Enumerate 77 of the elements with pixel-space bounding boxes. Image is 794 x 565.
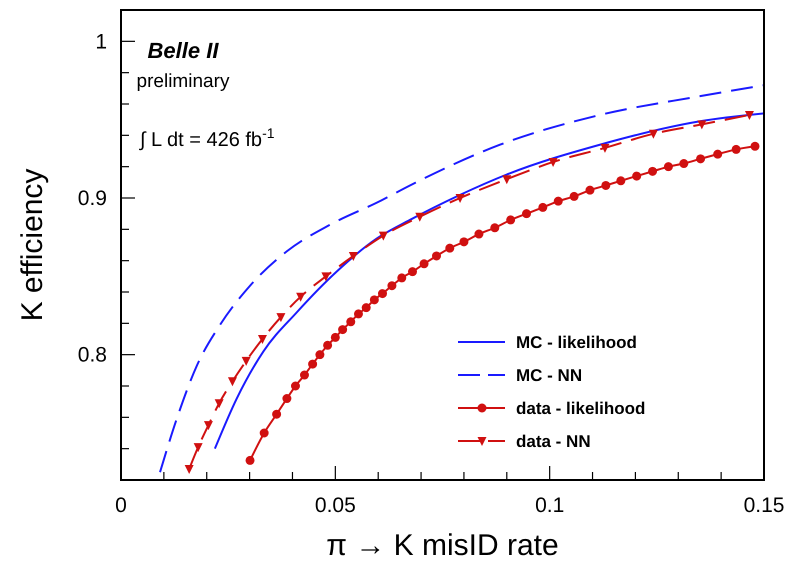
point — [378, 289, 387, 298]
legend-label: MC - NN — [516, 366, 582, 385]
legend-label: data - NN — [516, 432, 591, 451]
point — [272, 410, 282, 419]
point — [616, 176, 626, 186]
point — [744, 110, 754, 120]
point — [713, 150, 722, 159]
point — [323, 340, 332, 350]
point — [445, 244, 454, 253]
x-tick-label: 0.15 — [744, 494, 784, 517]
point — [696, 154, 706, 164]
point — [290, 382, 300, 390]
point — [585, 186, 594, 195]
point — [415, 212, 424, 222]
point — [378, 232, 388, 241]
point — [276, 313, 286, 322]
point — [330, 332, 340, 342]
point — [664, 162, 673, 172]
point — [397, 273, 406, 282]
point — [258, 335, 267, 344]
point — [214, 399, 224, 408]
point — [308, 360, 318, 369]
point — [408, 267, 417, 276]
point — [570, 192, 579, 201]
point — [370, 295, 379, 304]
point — [522, 209, 532, 218]
y-tick-label: 0.8 — [78, 344, 107, 367]
point — [697, 120, 706, 130]
point — [354, 309, 363, 318]
point — [300, 370, 309, 380]
point — [260, 428, 269, 438]
point — [296, 292, 306, 302]
annotation: preliminary — [136, 71, 230, 92]
annotation: ∫ L dt = 426 fb$^{-1}$ — [139, 125, 275, 151]
point — [456, 194, 465, 203]
legend-label: data - likelihood — [516, 399, 646, 418]
y-axis-title: K efficiency — [16, 168, 49, 322]
point — [459, 237, 468, 246]
point — [246, 456, 255, 465]
point — [242, 356, 251, 366]
point — [387, 281, 396, 290]
point — [346, 317, 356, 326]
point — [538, 202, 548, 212]
point — [506, 215, 516, 224]
point — [338, 325, 348, 334]
point — [732, 144, 741, 154]
point — [679, 159, 688, 168]
point — [348, 252, 358, 261]
point — [490, 223, 500, 232]
point — [474, 230, 484, 239]
point — [548, 158, 558, 167]
point — [554, 196, 563, 206]
point — [601, 180, 610, 190]
point — [204, 421, 213, 430]
legend-label: MC - likelihood — [516, 333, 637, 352]
x-tick-label: 0 — [115, 494, 127, 517]
point — [362, 303, 371, 312]
point — [184, 465, 194, 474]
x-tick-label: 0.05 — [314, 494, 356, 517]
point — [502, 175, 512, 184]
point — [228, 377, 237, 386]
y-tick-label: 0.9 — [78, 187, 107, 210]
point — [282, 394, 292, 404]
point — [432, 251, 441, 260]
point — [600, 144, 610, 153]
point — [420, 259, 429, 268]
point — [315, 350, 324, 360]
y-tick-label: 1 — [95, 30, 107, 54]
point — [648, 166, 658, 176]
point — [648, 130, 658, 139]
point — [194, 443, 203, 452]
x-axis-title: π → K misID rate — [326, 529, 559, 562]
point — [321, 272, 330, 282]
point — [632, 172, 642, 181]
annotation: Belle II — [148, 38, 220, 63]
x-tick-label: 0.1 — [535, 494, 564, 517]
point — [750, 142, 760, 151]
